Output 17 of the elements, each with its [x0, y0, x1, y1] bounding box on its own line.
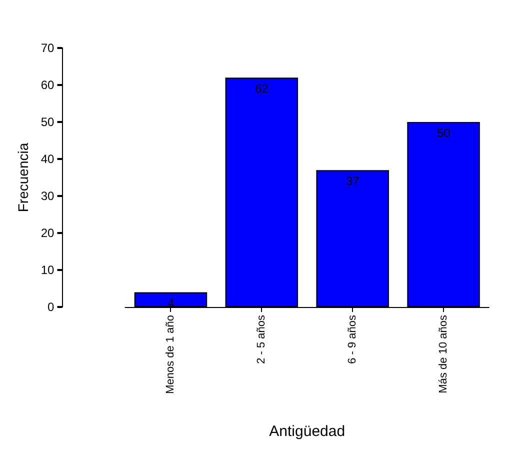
- y-tick-label: 0: [48, 300, 55, 314]
- y-tick-label: 50: [40, 115, 55, 129]
- y-tick-label: 10: [40, 263, 55, 277]
- x-tick-label: Más de 10 años: [438, 314, 450, 394]
- data-label: 50: [436, 126, 451, 140]
- x-tick-label: Menos de 1 año: [164, 315, 177, 394]
- data-label: 37: [346, 174, 360, 188]
- y-tick-label: 40: [40, 152, 55, 166]
- data-label: 62: [254, 82, 269, 96]
- y-tick-label: 30: [40, 189, 55, 203]
- y-tick-label: 60: [40, 78, 55, 92]
- y-tick-label: 20: [40, 226, 55, 240]
- y-tick-label: 70: [40, 41, 55, 55]
- x-tick-label: 6 - 9 años: [346, 314, 359, 364]
- x-tick-label: 2 - 5 años: [256, 314, 268, 364]
- x-axis-title: Antigüedad: [269, 423, 346, 440]
- y-axis-title: Frecuencia: [15, 142, 31, 212]
